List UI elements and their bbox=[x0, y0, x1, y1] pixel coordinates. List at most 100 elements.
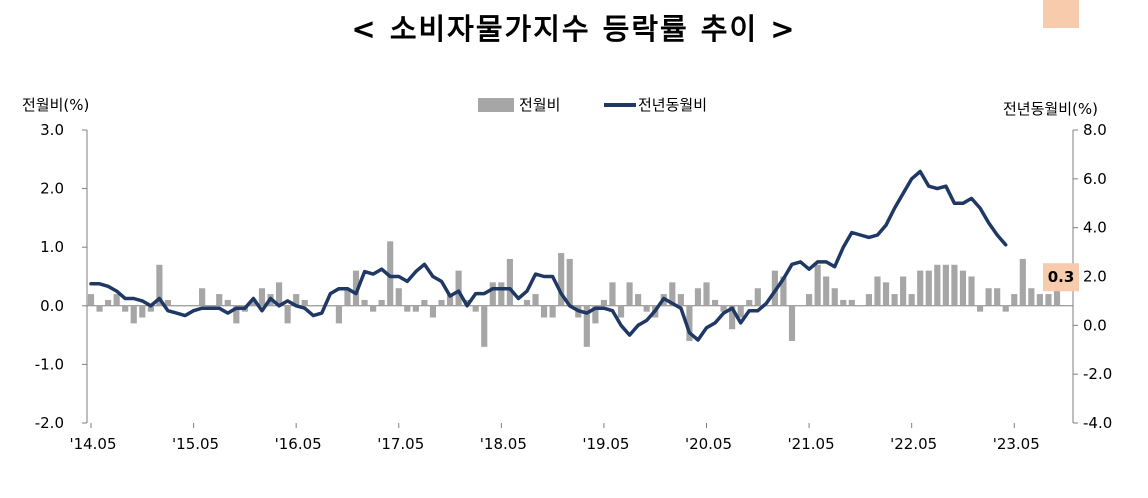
bar bbox=[951, 264, 958, 306]
bar bbox=[489, 282, 496, 306]
bar bbox=[335, 305, 342, 324]
x-tick-label: '23.05 bbox=[993, 435, 1040, 453]
bar bbox=[87, 294, 95, 306]
bar bbox=[968, 276, 975, 306]
bar bbox=[617, 305, 625, 318]
bar bbox=[720, 305, 727, 312]
bar bbox=[669, 282, 676, 306]
bar bbox=[506, 258, 513, 306]
bar bbox=[190, 305, 197, 307]
bar bbox=[900, 276, 907, 306]
bar bbox=[857, 305, 864, 307]
bar bbox=[173, 305, 180, 307]
bar bbox=[122, 305, 129, 312]
mom-callout-label: 0.3 bbox=[1048, 268, 1075, 286]
bar bbox=[472, 305, 479, 312]
bar bbox=[746, 299, 753, 306]
left-tick-label: -2.0 bbox=[35, 414, 64, 432]
bar bbox=[378, 299, 385, 306]
bar bbox=[438, 299, 445, 306]
left-tick-label: 1.0 bbox=[40, 238, 64, 256]
legend-bar-label: 전월비 bbox=[519, 96, 560, 114]
bar bbox=[207, 305, 214, 307]
bar bbox=[626, 282, 633, 306]
bar bbox=[404, 305, 411, 312]
bar bbox=[917, 270, 924, 306]
bar bbox=[600, 299, 607, 306]
left-tick-label: 2.0 bbox=[40, 180, 64, 198]
bar bbox=[635, 294, 642, 306]
bar bbox=[1053, 288, 1061, 306]
bar bbox=[352, 270, 360, 306]
bar bbox=[105, 299, 112, 306]
x-tick-label: '22.05 bbox=[890, 435, 937, 453]
bar bbox=[318, 305, 325, 307]
bar bbox=[703, 282, 710, 306]
bar bbox=[412, 305, 419, 312]
left-tick-label: 3.0 bbox=[40, 121, 64, 139]
yoy-callout-label: 3.3 bbox=[1048, 0, 1075, 4]
bar bbox=[976, 305, 984, 312]
x-tick-label: '15.05 bbox=[172, 435, 219, 453]
mom-callout-box bbox=[1043, 263, 1079, 292]
bar bbox=[882, 282, 890, 306]
bar bbox=[711, 299, 719, 306]
bar bbox=[763, 305, 770, 307]
bar bbox=[541, 305, 548, 318]
bar-series bbox=[87, 241, 1061, 347]
right-tick-label: 4.0 bbox=[1083, 219, 1107, 237]
bar bbox=[1011, 294, 1018, 306]
bar bbox=[865, 294, 873, 306]
x-tick-label: '17.05 bbox=[377, 435, 424, 453]
bar bbox=[1019, 258, 1026, 306]
bar bbox=[284, 305, 291, 324]
bar bbox=[797, 305, 804, 307]
bar bbox=[831, 288, 838, 306]
bar bbox=[455, 270, 462, 306]
bar bbox=[566, 258, 573, 306]
bar bbox=[583, 305, 590, 347]
x-tick-label: '19.05 bbox=[582, 435, 629, 453]
left-tick-label: -1.0 bbox=[35, 355, 64, 373]
x-tick-label: '20.05 bbox=[685, 435, 732, 453]
left-axis-label: 전월비(%) bbox=[22, 96, 89, 114]
bar bbox=[361, 299, 368, 306]
right-axis-label: 전년동월비(%) bbox=[1003, 100, 1098, 118]
bar bbox=[258, 288, 266, 306]
bar bbox=[130, 305, 137, 324]
right-tick-label: 8.0 bbox=[1083, 121, 1107, 139]
bar bbox=[387, 241, 394, 306]
bar bbox=[147, 305, 154, 312]
x-tick-label: '18.05 bbox=[480, 435, 527, 453]
bar bbox=[754, 288, 761, 306]
left-tick-label: 0.0 bbox=[40, 297, 64, 315]
bar bbox=[806, 294, 813, 306]
x-tick-label: '14.05 bbox=[69, 435, 116, 453]
bar bbox=[1045, 294, 1052, 306]
bar bbox=[446, 294, 454, 306]
bar bbox=[686, 305, 693, 341]
bar bbox=[421, 299, 428, 306]
bar bbox=[293, 294, 300, 306]
legend: 전월비 전년동월비 bbox=[478, 96, 707, 114]
bar bbox=[96, 305, 103, 312]
legend-bar-swatch bbox=[478, 98, 514, 112]
bar bbox=[199, 288, 206, 306]
bar bbox=[523, 299, 531, 306]
yoy-line bbox=[89, 169, 1008, 342]
bar bbox=[216, 294, 223, 306]
right-tick-label: 2.0 bbox=[1083, 268, 1107, 286]
bar bbox=[737, 305, 744, 318]
bar bbox=[1036, 294, 1043, 306]
bar bbox=[788, 305, 796, 341]
bar bbox=[549, 305, 556, 318]
bar bbox=[959, 270, 967, 306]
legend-line-label: 전년동월비 bbox=[638, 96, 707, 114]
x-tick-label: '16.05 bbox=[275, 435, 322, 453]
bar bbox=[164, 299, 172, 306]
bar bbox=[677, 294, 684, 306]
bar bbox=[181, 305, 189, 307]
bar bbox=[429, 305, 437, 318]
bar bbox=[840, 299, 847, 306]
